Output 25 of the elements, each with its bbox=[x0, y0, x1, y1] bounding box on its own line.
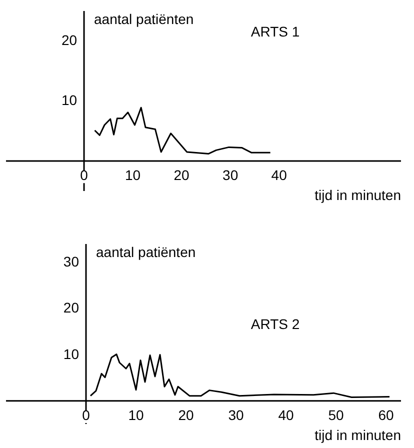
text: ARTS 1 bbox=[250, 24, 300, 40]
y-tick-label: 20 bbox=[61, 32, 78, 48]
text: ARTS 2 bbox=[250, 316, 300, 332]
x-tick-label: 60 bbox=[378, 406, 394, 423]
y-tick-label: 30 bbox=[63, 253, 80, 270]
y-tick-label: 10 bbox=[63, 346, 80, 362]
x-tick-label: 10 bbox=[125, 167, 141, 183]
x-tick-label: 30 bbox=[222, 167, 238, 183]
x-tick-label: 0 bbox=[80, 167, 88, 183]
x-tick-label: 30 bbox=[228, 406, 244, 423]
x-tick-label: 20 bbox=[178, 406, 194, 423]
y-tick-label: 10 bbox=[61, 92, 78, 108]
y-tick-label: 20 bbox=[63, 300, 80, 316]
y-axis-title: aantal patiënten bbox=[94, 11, 194, 27]
x-tick-label: 40 bbox=[271, 167, 288, 183]
x-tick-label: 40 bbox=[278, 406, 294, 423]
x-tick-label: 10 bbox=[128, 406, 144, 423]
line-series bbox=[90, 354, 390, 398]
x-axis-title: tijd in minuten bbox=[314, 426, 401, 443]
line-series bbox=[94, 106, 272, 155]
x-tick-label: 20 bbox=[174, 167, 190, 183]
x-axis-title: tijd in minuten bbox=[314, 187, 401, 203]
y-axis-title: aantal patiënten bbox=[96, 244, 196, 260]
x-tick-label: 50 bbox=[328, 406, 344, 423]
x-tick-label: 0 bbox=[82, 406, 90, 423]
